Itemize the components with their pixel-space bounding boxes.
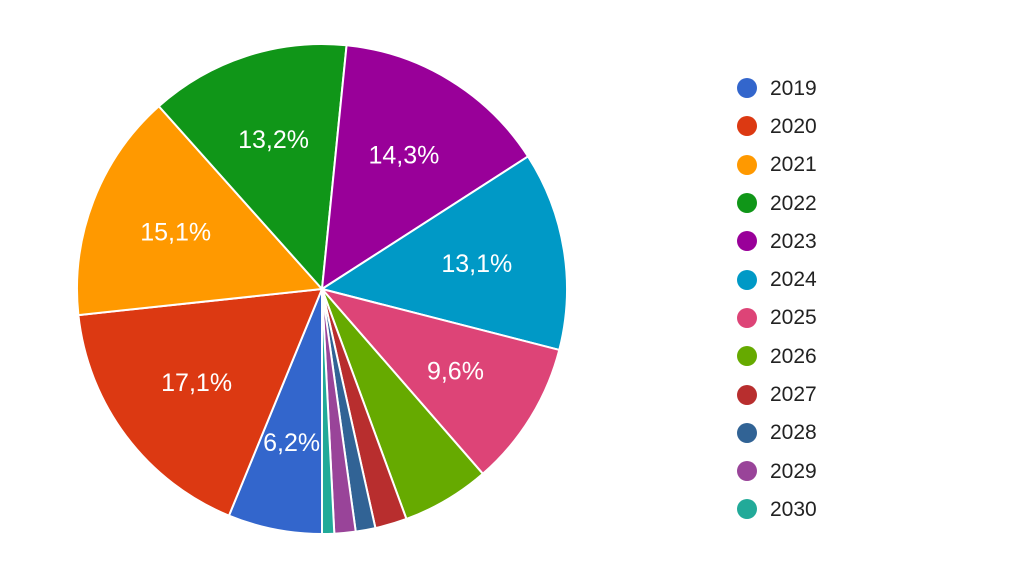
slice-label-2019: 6,2% xyxy=(263,429,320,457)
pie-slice-2024 xyxy=(319,155,568,352)
slice-label-2021: 15,1% xyxy=(140,219,211,247)
legend-label: 2019 xyxy=(770,76,817,100)
legend-item-2021: 2021 xyxy=(737,146,817,184)
pie-slice-2030 xyxy=(321,288,336,536)
legend-item-2019: 2019 xyxy=(737,69,817,107)
labels-group: 6,2% 17,1% 15,1% 13,2% 14,3% 13,1% 9,6% xyxy=(140,126,512,457)
legend-item-2030: 2030 xyxy=(737,490,817,528)
legend-swatch xyxy=(737,154,757,175)
pie-slice-2022 xyxy=(157,43,348,292)
legend-swatch xyxy=(737,307,757,328)
legend-label: 2027 xyxy=(770,383,817,407)
legend-swatch xyxy=(737,193,757,214)
legend-swatch xyxy=(737,78,757,99)
legend-item-2028: 2028 xyxy=(737,414,817,452)
slice-label-2025: 9,6% xyxy=(427,357,484,385)
legend-item-2022: 2022 xyxy=(737,184,817,222)
legend-label: 2024 xyxy=(770,268,817,292)
legend-item-2020: 2020 xyxy=(737,107,817,145)
legend-item-2027: 2027 xyxy=(737,375,817,413)
pie-slice-2020 xyxy=(77,287,324,517)
legend-swatch xyxy=(737,269,757,290)
legend-swatch xyxy=(737,231,757,252)
legend-label: 2029 xyxy=(770,459,817,483)
slices-group xyxy=(76,43,568,536)
legend-label: 2023 xyxy=(770,229,817,253)
slice-label-2023: 14,3% xyxy=(368,141,439,169)
legend-label: 2021 xyxy=(770,153,817,177)
slice-label-2024: 13,1% xyxy=(441,250,512,278)
pie-slice-2025 xyxy=(319,287,561,476)
legend-item-2024: 2024 xyxy=(737,260,817,298)
legend-item-2023: 2023 xyxy=(737,222,817,260)
legend-label: 2022 xyxy=(770,191,817,215)
slice-label-2020: 17,1% xyxy=(161,369,232,397)
legend-swatch xyxy=(737,384,757,405)
slice-label-2022: 13,2% xyxy=(238,126,309,154)
legend-swatch xyxy=(737,346,757,367)
legend-label: 2020 xyxy=(770,114,817,138)
legend-swatch xyxy=(737,461,757,482)
legend-item-2026: 2026 xyxy=(737,337,817,375)
pie-slice-2021 xyxy=(76,104,325,317)
legend-label: 2030 xyxy=(770,497,817,521)
legend-label: 2025 xyxy=(770,306,817,330)
legend-label: 2026 xyxy=(770,344,817,368)
legend-label: 2028 xyxy=(770,421,817,445)
legend-swatch xyxy=(737,116,757,137)
legend-swatch xyxy=(737,499,757,520)
legend-item-2025: 2025 xyxy=(737,299,817,337)
legend: 2019 2020 2021 2022 2023 2024 2025 2026 2027 2028… xyxy=(737,69,817,529)
legend-item-2029: 2029 xyxy=(737,452,817,490)
pie-slice-2023 xyxy=(320,44,530,291)
legend-swatch xyxy=(737,422,757,443)
